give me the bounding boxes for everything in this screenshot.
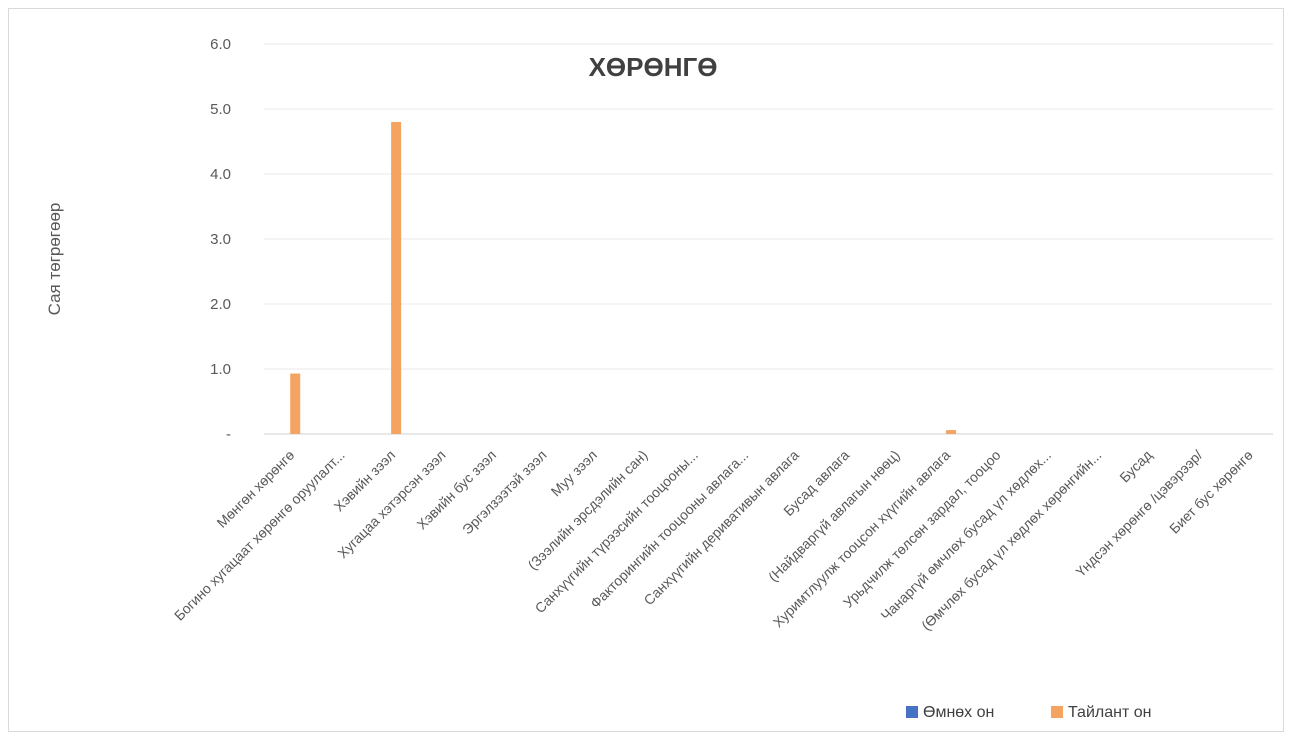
legend: Өмнөх он Тайлант он bbox=[906, 704, 1151, 721]
y-tick-label: 4.0 bbox=[210, 166, 231, 183]
bar-reporting-year-0 bbox=[290, 373, 301, 434]
y-tick-label: 2.0 bbox=[210, 296, 231, 313]
y-axis-label: Сая төгрөгөөр bbox=[45, 203, 64, 316]
chart-frame: ХӨРӨНГӨ Сая төгрөгөөр - 1.0 2.0 3.0 4.0 5.0 6.… bbox=[8, 8, 1284, 732]
y-tick-label: 3.0 bbox=[210, 231, 231, 248]
bars bbox=[290, 122, 957, 434]
category-label: Бусад bbox=[1116, 447, 1155, 486]
bar-reporting-year-2 bbox=[391, 122, 402, 434]
category-label: (Өмчлөх бусад үл хөдлөх хөрөнгийн... bbox=[918, 447, 1105, 634]
category-label: Хуримтлуулж тооцсон хүүгийн авлага bbox=[770, 447, 954, 631]
gridlines bbox=[264, 43, 1273, 435]
y-tick-label: 1.0 bbox=[210, 361, 231, 378]
category-label: Эргэлзээтэй зээл bbox=[459, 447, 550, 538]
y-tick-label: - bbox=[226, 426, 231, 443]
bar-reporting-year-13 bbox=[946, 430, 957, 434]
y-tick-label: 5.0 bbox=[210, 101, 231, 118]
y-tick-label: 6.0 bbox=[210, 36, 231, 53]
category-label: Муу зээл bbox=[548, 447, 601, 500]
legend-swatch-reporting-year bbox=[1051, 706, 1063, 718]
legend-label-reporting-year: Тайлант он bbox=[1068, 704, 1151, 721]
legend-label-previous-year: Өмнөх он bbox=[923, 704, 994, 721]
chart: ХӨРӨНГӨ Сая төгрөгөөр - 1.0 2.0 3.0 4.0 5.0 6.… bbox=[45, 36, 1273, 721]
y-tick-labels: - 1.0 2.0 3.0 4.0 5.0 6.0 bbox=[210, 36, 231, 443]
chart-title: ХӨРӨНГӨ bbox=[589, 52, 718, 82]
legend-swatch-previous-year bbox=[906, 706, 918, 718]
